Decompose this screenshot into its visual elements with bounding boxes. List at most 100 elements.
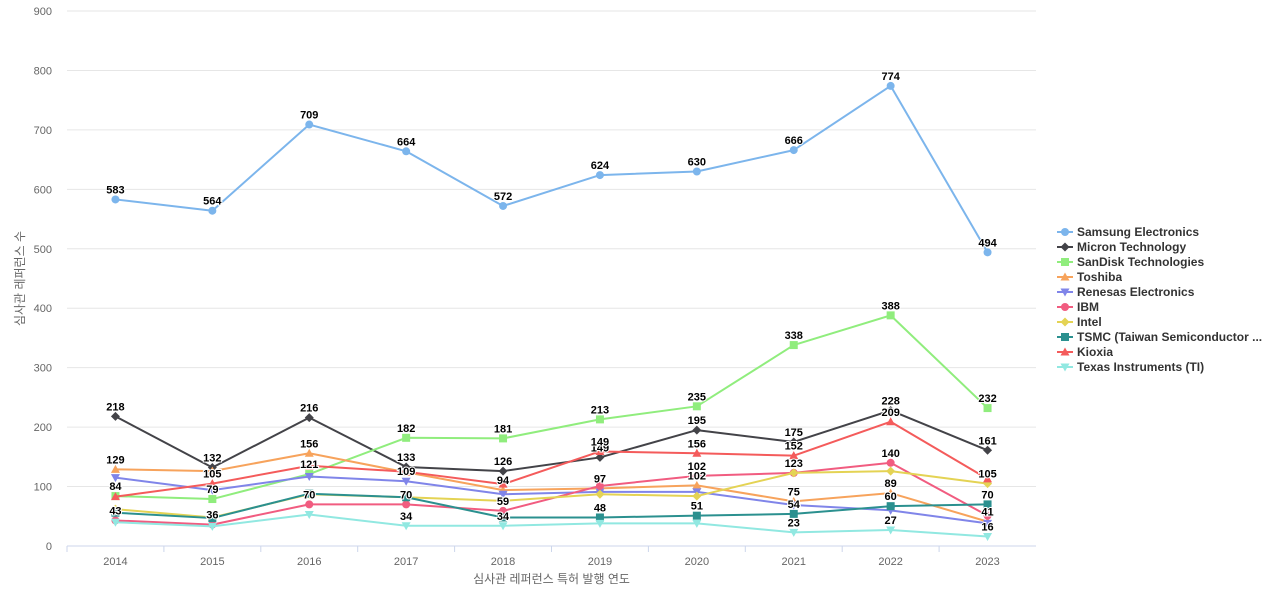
data-point[interactable] — [498, 479, 508, 488]
data-point[interactable] — [402, 433, 411, 442]
data-point[interactable] — [498, 496, 508, 506]
series-line[interactable] — [114, 314, 989, 501]
data-point[interactable] — [789, 341, 798, 350]
data-point[interactable] — [789, 437, 799, 447]
series-line[interactable] — [114, 513, 989, 538]
data-point[interactable] — [110, 492, 120, 501]
series-line[interactable] — [114, 420, 989, 498]
data-point[interactable] — [207, 522, 217, 531]
series-line[interactable] — [114, 409, 989, 473]
data-point[interactable] — [595, 489, 605, 499]
data-point[interactable] — [595, 519, 605, 528]
data-point[interactable] — [305, 489, 314, 498]
data-point[interactable] — [595, 513, 604, 522]
series-line[interactable] — [114, 84, 989, 254]
data-point[interactable] — [789, 451, 799, 460]
data-point[interactable] — [886, 81, 895, 90]
data-point[interactable] — [111, 508, 120, 517]
data-point[interactable] — [886, 466, 896, 476]
data-point[interactable] — [983, 511, 992, 520]
data-point[interactable] — [304, 413, 314, 423]
data-point[interactable] — [401, 477, 411, 486]
legend-item[interactable]: Toshiba — [1057, 269, 1262, 284]
data-point[interactable] — [402, 147, 411, 156]
data-point[interactable] — [304, 461, 314, 470]
data-point[interactable] — [886, 526, 896, 535]
data-point[interactable] — [499, 513, 508, 522]
data-point[interactable] — [110, 518, 120, 527]
data-point[interactable] — [207, 486, 217, 495]
data-point[interactable] — [402, 500, 411, 509]
data-point[interactable] — [886, 311, 895, 320]
data-point[interactable] — [110, 411, 120, 421]
data-point[interactable] — [499, 201, 508, 210]
legend-item[interactable]: IBM — [1057, 299, 1262, 314]
data-point[interactable] — [208, 495, 217, 504]
data-point[interactable] — [789, 501, 799, 510]
data-point[interactable] — [304, 510, 314, 519]
data-point[interactable] — [983, 404, 992, 413]
data-point[interactable] — [401, 462, 411, 472]
data-point[interactable] — [208, 514, 217, 523]
data-point[interactable] — [207, 466, 217, 475]
data-point[interactable] — [983, 248, 992, 257]
data-point[interactable] — [498, 490, 508, 499]
data-point[interactable] — [111, 195, 120, 204]
legend-item[interactable]: Intel — [1057, 314, 1262, 329]
data-point[interactable] — [692, 519, 702, 528]
data-point[interactable] — [305, 120, 314, 129]
series-line[interactable] — [114, 492, 989, 520]
data-point[interactable] — [789, 528, 799, 537]
data-point[interactable] — [983, 474, 993, 483]
data-point[interactable] — [983, 445, 993, 455]
data-point[interactable] — [886, 502, 895, 511]
data-point[interactable] — [207, 479, 217, 488]
data-point[interactable] — [595, 446, 605, 455]
data-point[interactable] — [886, 488, 896, 497]
data-point[interactable] — [498, 522, 508, 531]
data-point[interactable] — [110, 474, 120, 483]
data-point[interactable] — [983, 519, 993, 528]
data-point[interactable] — [983, 500, 992, 509]
data-point[interactable] — [110, 464, 120, 473]
data-point[interactable] — [498, 466, 508, 476]
data-point[interactable] — [692, 471, 701, 480]
data-point[interactable] — [692, 167, 701, 176]
data-point[interactable] — [886, 417, 896, 426]
legend-item[interactable]: Kioxia — [1057, 344, 1262, 359]
data-point[interactable] — [789, 509, 798, 518]
data-point[interactable] — [886, 458, 895, 467]
legend-item[interactable]: TSMC (Taiwan Semiconductor ... — [1057, 329, 1262, 344]
data-point[interactable] — [983, 532, 993, 541]
data-point[interactable] — [401, 467, 411, 476]
data-point[interactable] — [789, 146, 798, 155]
data-point[interactable] — [692, 511, 701, 520]
data-point[interactable] — [789, 468, 799, 478]
data-point[interactable] — [692, 480, 702, 489]
legend-item[interactable]: Renesas Electronics — [1057, 284, 1262, 299]
data-point[interactable] — [692, 448, 702, 457]
data-point[interactable] — [208, 206, 217, 215]
data-point[interactable] — [595, 452, 605, 462]
legend-item[interactable]: Micron Technology — [1057, 239, 1262, 254]
data-point[interactable] — [595, 481, 604, 490]
data-point[interactable] — [692, 425, 702, 435]
series-line[interactable] — [114, 475, 989, 525]
legend-item[interactable]: Texas Instruments (TI) — [1057, 359, 1262, 374]
data-point[interactable] — [304, 448, 314, 457]
data-point[interactable] — [401, 522, 411, 531]
legend-item[interactable]: Samsung Electronics — [1057, 224, 1262, 239]
data-point[interactable] — [305, 500, 314, 509]
data-point[interactable] — [499, 506, 508, 515]
data-point[interactable] — [595, 415, 604, 424]
data-label: 564 — [203, 196, 222, 208]
data-point[interactable] — [595, 171, 604, 180]
data-point[interactable] — [692, 491, 702, 501]
legend-item[interactable]: SanDisk Technologies — [1057, 254, 1262, 269]
data-point[interactable] — [304, 472, 314, 481]
data-point[interactable] — [402, 493, 411, 502]
data-point[interactable] — [886, 405, 896, 415]
data-point[interactable] — [499, 434, 508, 443]
data-point[interactable] — [692, 402, 701, 411]
series-line[interactable] — [114, 452, 989, 523]
